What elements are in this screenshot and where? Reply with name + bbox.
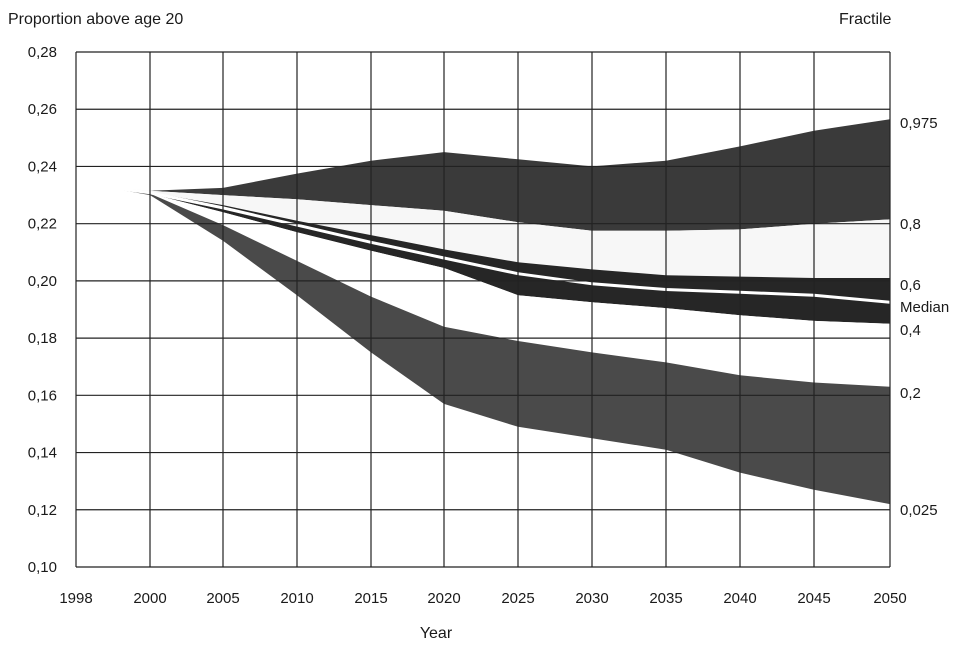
chart-title: Proportion above age 20	[8, 11, 183, 28]
fractile-label-0-4: 0,4	[900, 322, 921, 339]
x-tick-label: 2030	[575, 590, 608, 607]
band-0-975-to-0-8	[98, 119, 890, 231]
y-axis-tick-labels: 0,10 0,12 0,14 0,16 0,18 0,20 0,22 0,24 0,26 0,28	[28, 44, 57, 576]
band-0-4-to-0-2	[98, 185, 890, 387]
x-tick-label: 2045	[797, 590, 830, 607]
fractile-label-0-8: 0,8	[900, 216, 921, 233]
y-tick-label: 0,18	[28, 330, 57, 347]
grid-lines	[75, 51, 891, 568]
band-0-2-to-0-025	[98, 185, 890, 505]
x-tick-label: 2010	[280, 590, 313, 607]
y-tick-label: 0,22	[28, 216, 57, 233]
y-tick-label: 0,26	[28, 101, 57, 118]
x-tick-label: 1998	[59, 590, 92, 607]
x-tick-label: 2040	[723, 590, 756, 607]
y-tick-label: 0,16	[28, 387, 57, 404]
x-tick-label: 2050	[873, 590, 906, 607]
x-tick-label: 2015	[354, 590, 387, 607]
fractile-bands	[98, 119, 891, 505]
fractile-label-0-6: 0,6	[900, 277, 921, 294]
fractile-label-0-025: 0,025	[900, 502, 938, 519]
y-tick-label: 0,14	[28, 445, 57, 462]
fractile-header: Fractile	[839, 11, 892, 28]
x-tick-label: 2000	[133, 590, 166, 607]
band-0-8-to-0-6	[98, 185, 890, 278]
fractile-label-0-2: 0,2	[900, 385, 921, 402]
x-tick-label: 2020	[427, 590, 460, 607]
x-axis-tick-labels: 1998 2000 2005 2010 2015 2020 2025 2030 2035 2040…	[59, 590, 906, 607]
fractile-label-median: Median	[900, 299, 949, 316]
x-tick-label: 2005	[206, 590, 239, 607]
x-tick-label: 2025	[501, 590, 534, 607]
y-tick-label: 0,12	[28, 502, 57, 519]
y-tick-label: 0,28	[28, 44, 57, 61]
y-tick-label: 0,24	[28, 158, 57, 175]
median-line	[98, 184, 891, 304]
y-tick-label: 0,10	[28, 559, 57, 576]
x-axis-title: Year	[420, 625, 453, 642]
x-tick-label: 2035	[649, 590, 682, 607]
fractile-labels: 0,975 0,8 0,6 Median 0,4 0,2 0,025	[900, 115, 949, 519]
y-tick-label: 0,20	[28, 273, 57, 290]
fractile-label-0-975: 0,975	[900, 115, 938, 132]
